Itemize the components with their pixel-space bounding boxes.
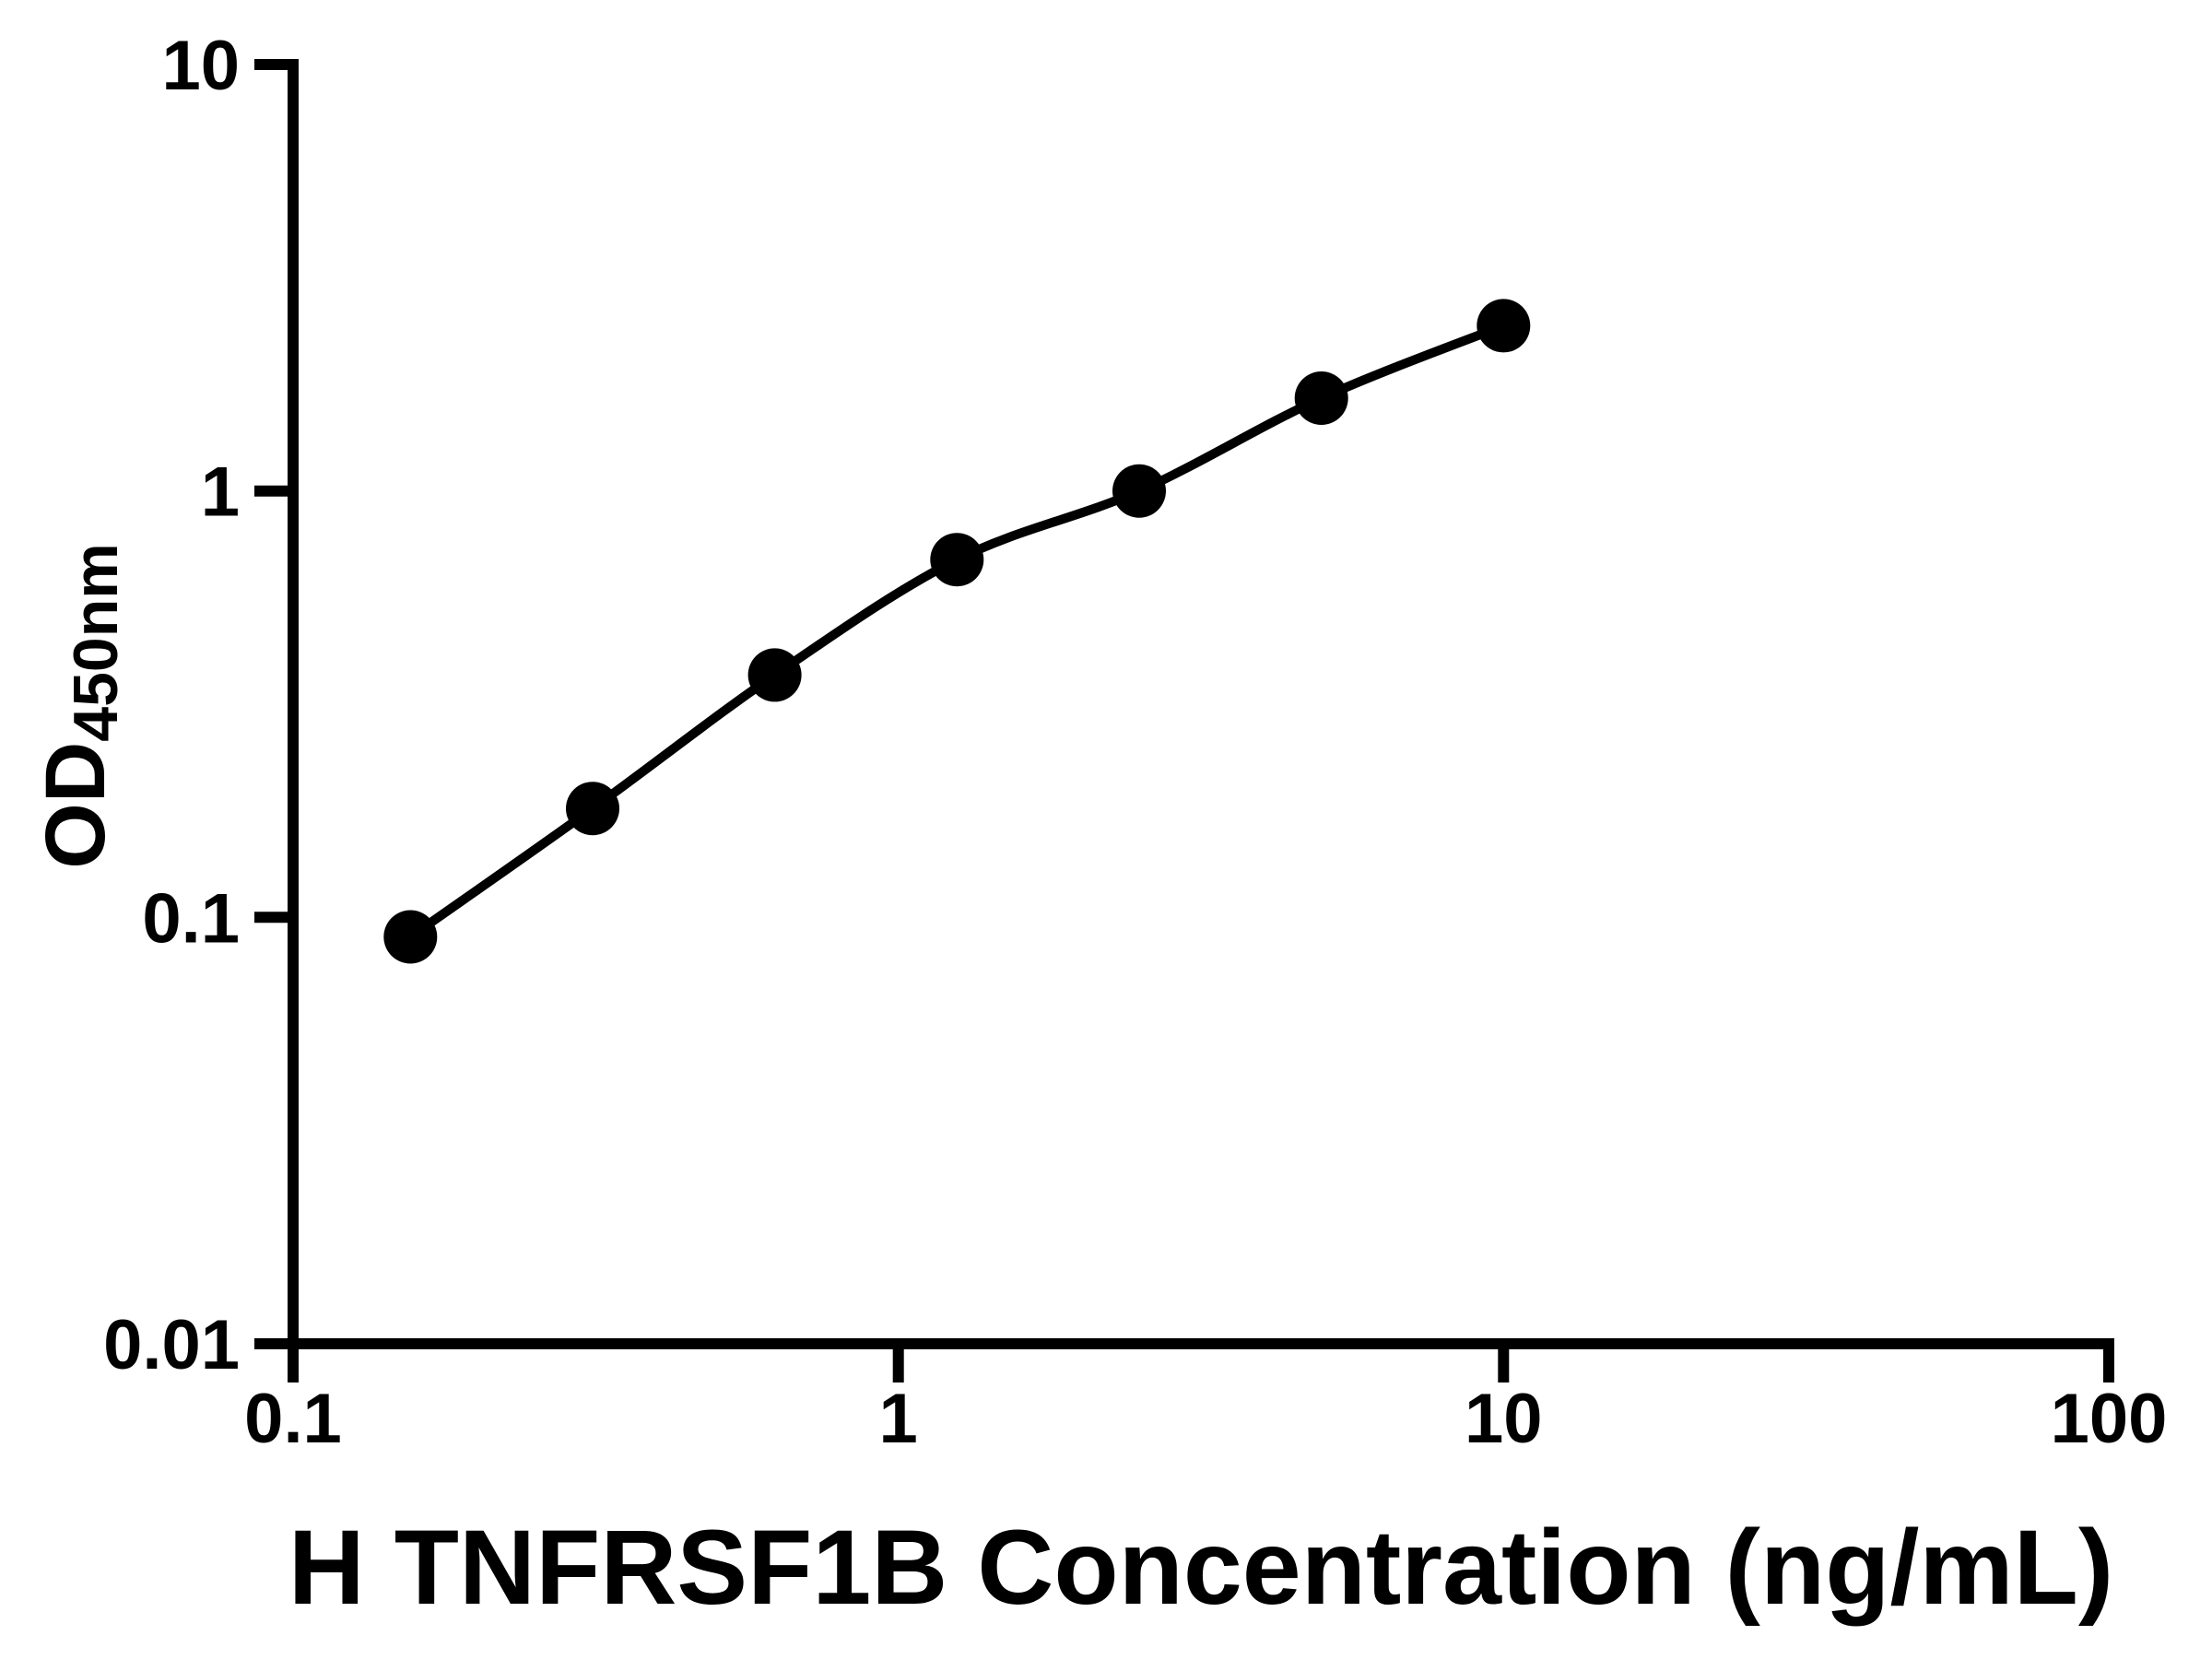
data-point-1 (383, 910, 438, 964)
y-axis-label: OD450nm (29, 543, 131, 868)
x-tick-label-1: 1 (879, 1380, 918, 1458)
y-tick-label-0.01: 0.01 (103, 1306, 240, 1384)
x-tick-label-0.1: 0.1 (244, 1380, 342, 1458)
data-point-3 (747, 648, 802, 702)
y-axis-label-subscript: 450nm (61, 543, 131, 742)
x-tick-label-100: 100 (2051, 1380, 2168, 1458)
y-tick-label-0.1: 0.1 (142, 879, 240, 958)
data-point-5 (1112, 464, 1166, 518)
x-tick-label-10: 10 (1465, 1380, 1543, 1458)
data-point-4 (930, 533, 984, 587)
y-tick-label-10: 10 (161, 27, 240, 105)
data-point-7 (1477, 299, 1531, 353)
axes-and-ticks (254, 59, 2114, 1382)
data-point-2 (566, 782, 619, 836)
data-point-6 (1294, 371, 1348, 425)
y-axis-label-main: OD (29, 741, 123, 869)
x-axis-title: H TNFRSF1B Concentration (ng/mL) (288, 1509, 2114, 1627)
y-tick-label-1: 1 (201, 453, 240, 532)
